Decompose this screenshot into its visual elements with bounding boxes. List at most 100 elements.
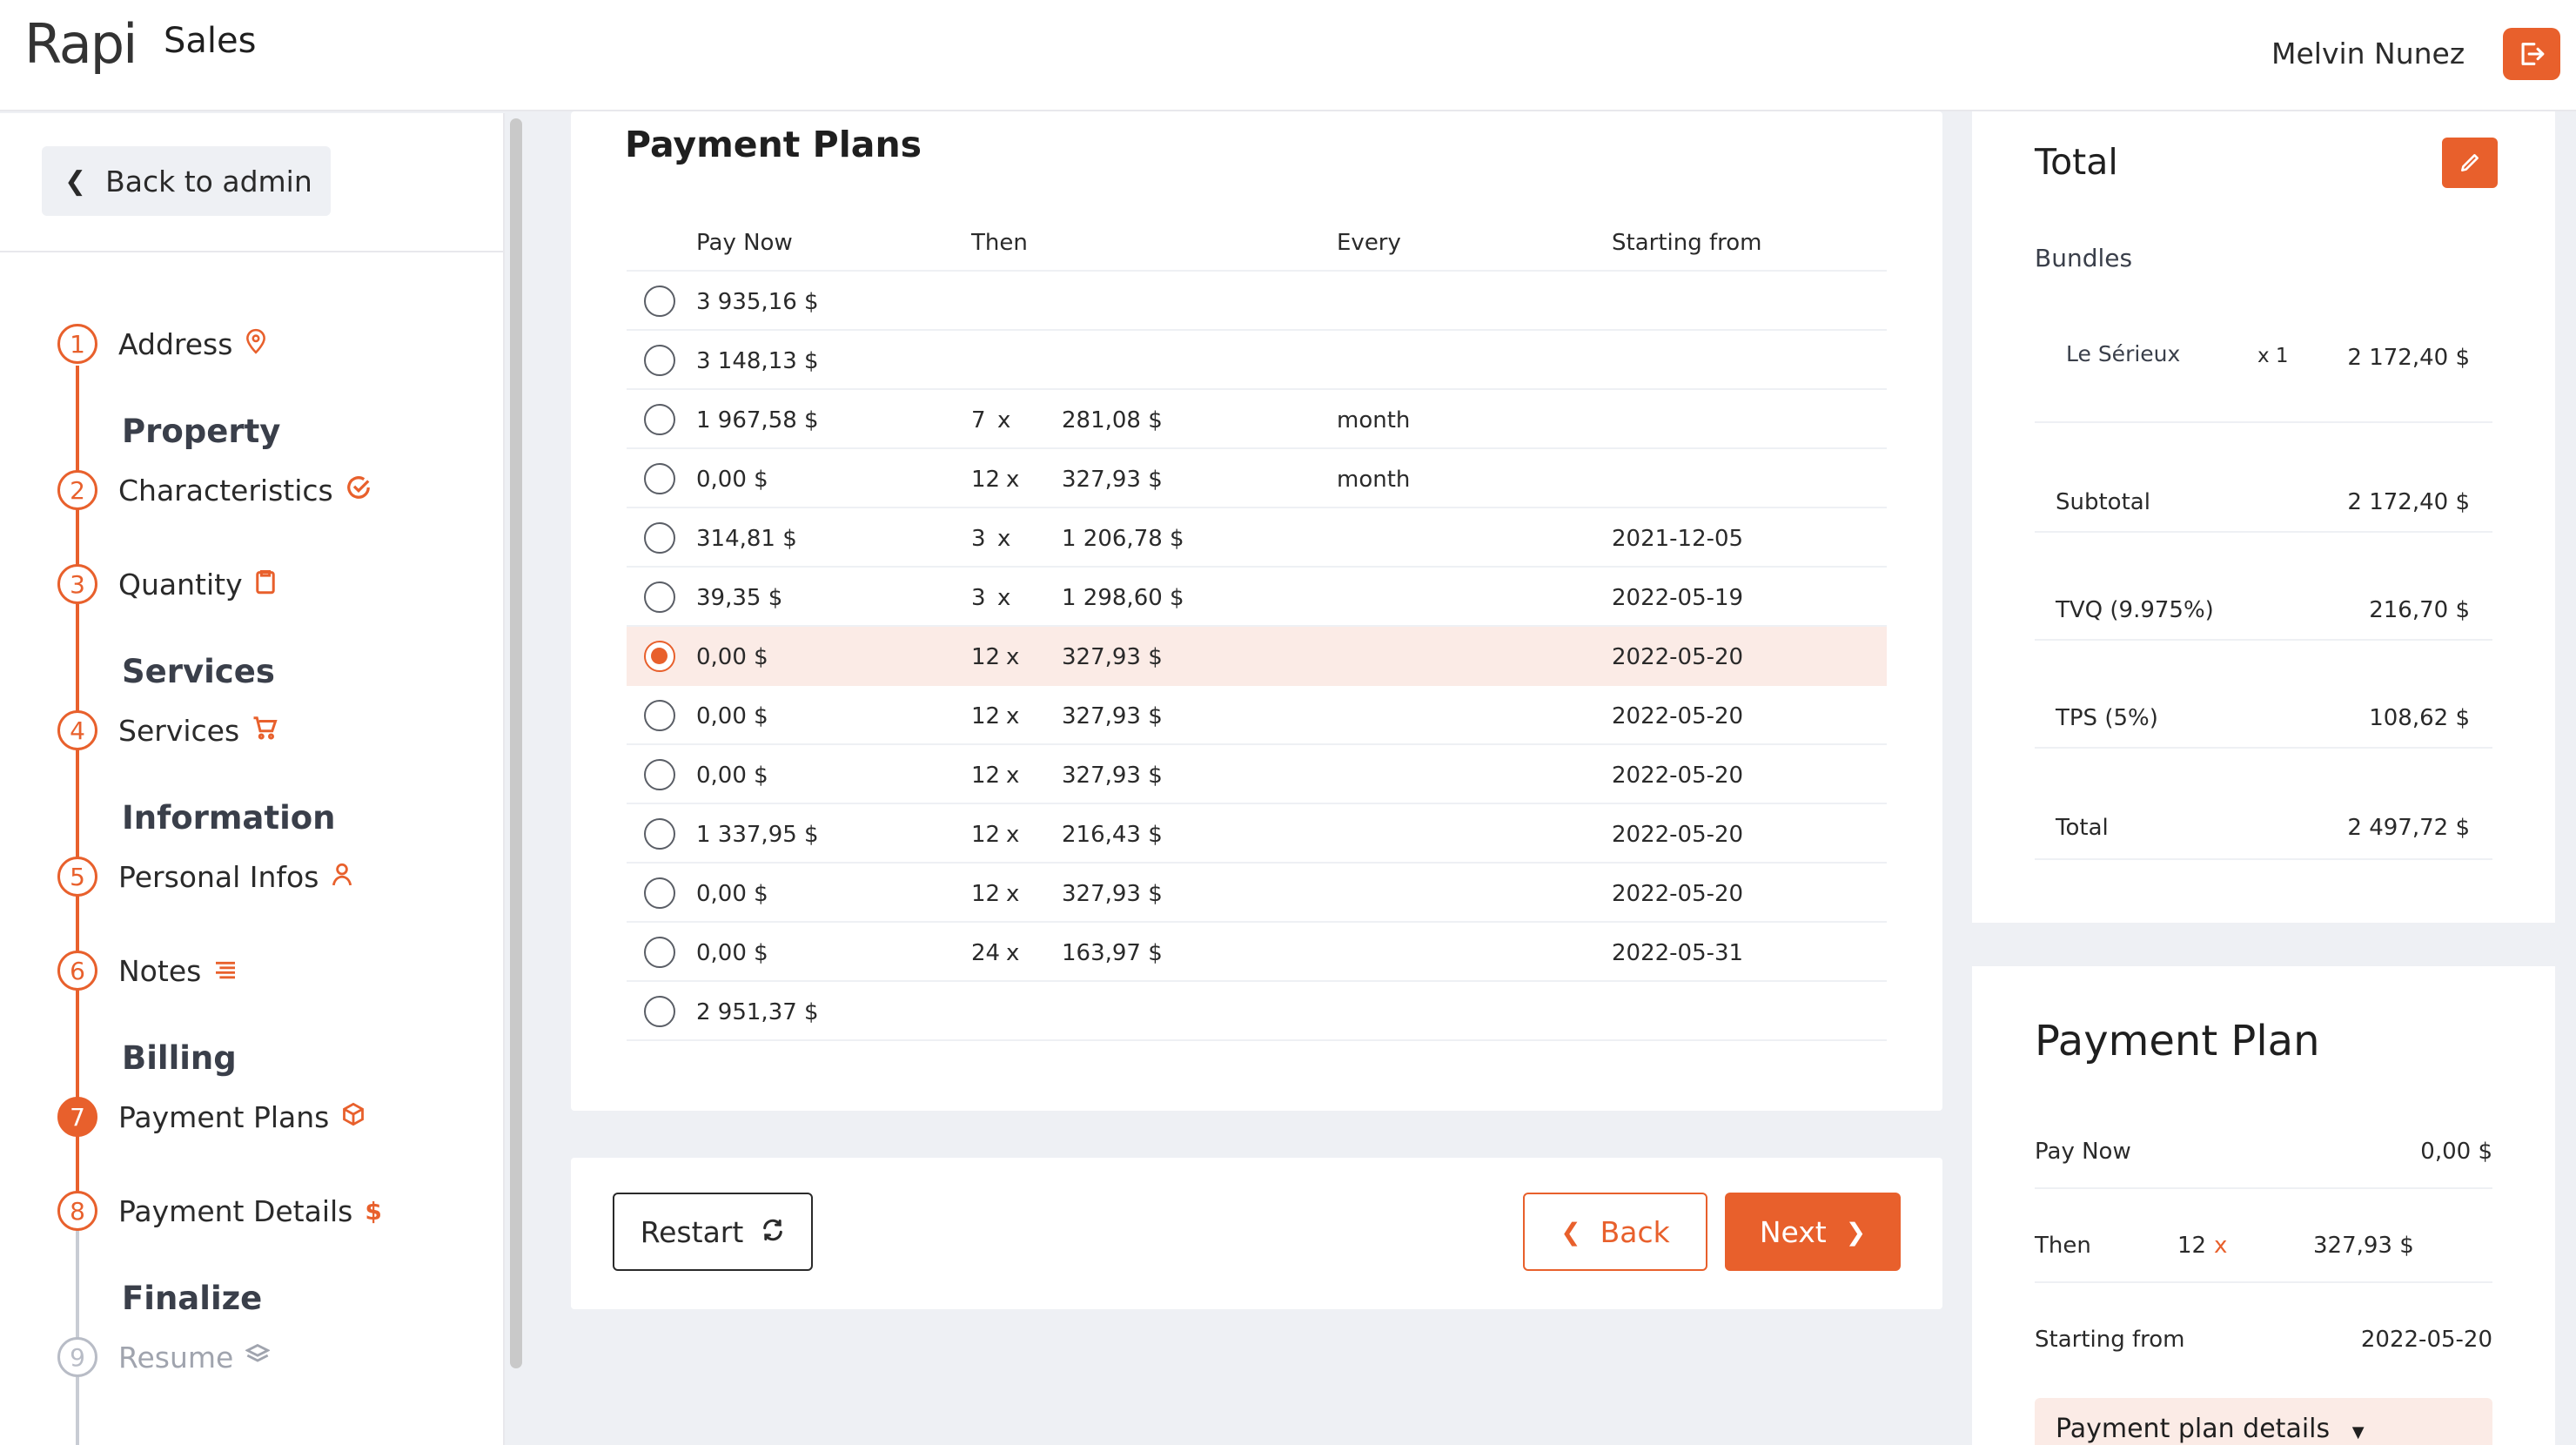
- plan-radio[interactable]: [644, 641, 675, 672]
- plan-radio[interactable]: [644, 345, 675, 376]
- count-cell: 12: [971, 763, 1001, 789]
- plan-radio[interactable]: [644, 581, 675, 613]
- pay-now-cell: 0,00 $: [696, 467, 768, 493]
- starting-from-row: Starting from 2022-05-20: [2035, 1316, 2492, 1372]
- back-to-admin-button[interactable]: ❮ Back to admin: [42, 146, 331, 216]
- step-label: Quantity: [118, 568, 243, 602]
- edit-button[interactable]: [2442, 138, 2498, 188]
- tps-label: TPS (5%): [2056, 705, 2158, 731]
- bundle-qty: x 1: [2257, 345, 2289, 367]
- pay-now-cell: 0,00 $: [696, 763, 768, 789]
- sidebar-item-payment-details[interactable]: Payment Details $: [118, 1194, 382, 1228]
- start-date-cell: 2021-12-05: [1612, 526, 1744, 552]
- plan-row[interactable]: 2 951,37 $: [627, 982, 1887, 1041]
- sidebar-item-characteristics[interactable]: Characteristics: [118, 474, 372, 507]
- times-cell: x: [997, 407, 1011, 434]
- plan-radio[interactable]: [644, 700, 675, 731]
- sidebar-item-quantity[interactable]: Quantity: [118, 568, 276, 602]
- sidebar-item-payment-plans[interactable]: Payment Plans: [118, 1100, 366, 1134]
- sidebar-scrollbar[interactable]: [510, 118, 522, 1368]
- payment-plan-title: Payment Plan: [2035, 1017, 2320, 1065]
- plan-radio[interactable]: [644, 404, 675, 435]
- back-button[interactable]: ❮ Back: [1523, 1193, 1707, 1271]
- step-number-2: 2: [57, 470, 97, 510]
- dollar-icon: $: [365, 1197, 382, 1226]
- chevron-left-icon: ❮: [64, 165, 87, 197]
- amount-cell: 1 298,60 $: [1062, 585, 1184, 611]
- times-cell: x: [1006, 644, 1020, 670]
- plan-row[interactable]: 3 148,13 $: [627, 331, 1887, 390]
- plan-row[interactable]: 0,00 $ 12 x 327,93 $ month: [627, 449, 1887, 508]
- then-row: Then 12 x 327,93 $: [2035, 1222, 2492, 1283]
- check-circle-icon: [345, 474, 372, 507]
- plan-row[interactable]: 3 935,16 $: [627, 272, 1887, 331]
- next-button[interactable]: Next ❯: [1725, 1193, 1901, 1271]
- header-divider: [627, 270, 1887, 272]
- plan-row[interactable]: 0,00 $ 12 x 327,93 $ 2022-05-20: [627, 686, 1887, 745]
- group-title-information: Information: [122, 799, 336, 837]
- step-label: Payment Details: [118, 1194, 353, 1228]
- payment-plan-details-toggle[interactable]: Payment plan details ▼: [2035, 1398, 2492, 1445]
- sidebar-item-address[interactable]: Address: [118, 327, 267, 361]
- count-cell: 12: [971, 644, 1001, 670]
- pay-now-cell: 1 967,58 $: [696, 407, 819, 434]
- logout-button[interactable]: [2503, 28, 2560, 80]
- plan-row[interactable]: 0,00 $ 12 x 327,93 $ 2022-05-20: [627, 864, 1887, 923]
- payment-plan-summary-card: [1972, 966, 2555, 1445]
- total-label: Total: [2056, 815, 2109, 841]
- step-label: Payment Plans: [118, 1100, 330, 1134]
- plan-row[interactable]: 1 967,58 $ 7 x 281,08 $ month: [627, 390, 1887, 449]
- bundles-label: Bundles: [2035, 244, 2133, 272]
- step-label: Notes: [118, 954, 202, 988]
- bundle-name: Le Sérieux: [2066, 341, 2181, 366]
- sidebar-item-personal-infos[interactable]: Personal Infos: [118, 860, 353, 894]
- plan-radio[interactable]: [644, 937, 675, 968]
- tvq-row: TVQ (9.975%) 216,70 $: [2035, 578, 2492, 641]
- group-title-billing: Billing: [122, 1039, 237, 1077]
- user-name[interactable]: Melvin Nunez: [2271, 37, 2465, 71]
- step-number-6: 6: [57, 951, 97, 991]
- times-cell: x: [1006, 881, 1020, 907]
- plan-radio[interactable]: [644, 877, 675, 909]
- restart-button[interactable]: Restart: [613, 1193, 813, 1271]
- sidebar-item-resume[interactable]: Resume: [118, 1341, 272, 1374]
- clipboard-icon: [255, 568, 276, 601]
- chevron-left-icon: ❮: [1560, 1217, 1581, 1247]
- plan-radio[interactable]: [644, 463, 675, 494]
- count-cell: 12: [971, 467, 1001, 493]
- plan-row[interactable]: 314,81 $ 3 x 1 206,78 $ 2021-12-05: [627, 508, 1887, 568]
- pay-now-cell: 0,00 $: [696, 881, 768, 907]
- plan-radio[interactable]: [644, 759, 675, 790]
- plan-row[interactable]: 1 337,95 $ 12 x 216,43 $ 2022-05-20: [627, 804, 1887, 864]
- count-cell: 24: [971, 940, 1001, 966]
- plan-radio[interactable]: [644, 286, 675, 317]
- layers-icon: [245, 1342, 272, 1373]
- sidebar-item-services[interactable]: Services: [118, 714, 278, 748]
- pay-now-cell: 0,00 $: [696, 940, 768, 966]
- notes-icon: [213, 957, 238, 985]
- plan-row[interactable]: 0,00 $ 12 x 327,93 $ 2022-05-20: [627, 627, 1887, 686]
- start-date-cell: 2022-05-31: [1612, 940, 1744, 966]
- plan-radio[interactable]: [644, 996, 675, 1027]
- pencil-icon: [2461, 154, 2479, 171]
- starting-from-value: 2022-05-20: [2360, 1327, 2492, 1353]
- plan-row[interactable]: 39,35 $ 3 x 1 298,60 $ 2022-05-19: [627, 568, 1887, 627]
- start-date-cell: 2022-05-19: [1612, 585, 1744, 611]
- bundle-price: 2 172,40 $: [2347, 345, 2470, 371]
- amount-cell: 163,97 $: [1062, 940, 1163, 966]
- amount-cell: 327,93 $: [1062, 881, 1163, 907]
- amount-cell: 327,93 $: [1062, 703, 1163, 729]
- pay-now-cell: 0,00 $: [696, 703, 768, 729]
- times-cell: x: [1006, 703, 1020, 729]
- logo[interactable]: Rapi: [24, 12, 138, 76]
- plan-radio[interactable]: [644, 818, 675, 850]
- plan-row[interactable]: 0,00 $ 12 x 327,93 $ 2022-05-20: [627, 745, 1887, 804]
- subtotal-row: Subtotal 2 172,40 $: [2035, 470, 2492, 533]
- step-label: Address: [118, 327, 233, 361]
- plan-row[interactable]: 0,00 $ 24 x 163,97 $ 2022-05-31: [627, 923, 1887, 982]
- sidebar-item-notes[interactable]: Notes: [118, 954, 238, 988]
- every-cell: month: [1337, 407, 1411, 434]
- group-title-property: Property: [122, 413, 281, 450]
- caret-down-icon: ▼: [2351, 1423, 2365, 1442]
- plan-radio[interactable]: [644, 522, 675, 554]
